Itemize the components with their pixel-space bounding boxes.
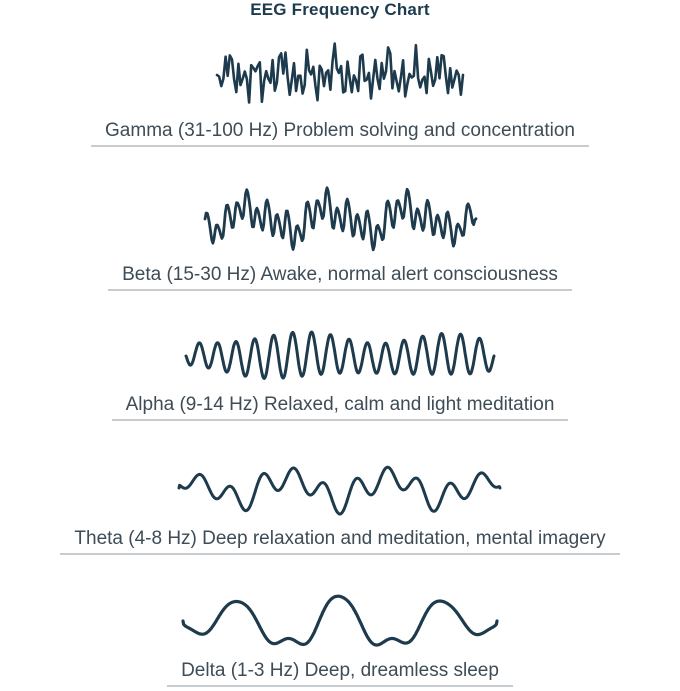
alpha-waveform — [184, 330, 496, 380]
gamma-label-underline: Gamma (31-100 Hz) Problem solving and co… — [91, 120, 589, 147]
theta-waveform — [177, 465, 502, 516]
band-beta: Beta (15-30 Hz) Awake, normal alert cons… — [108, 184, 572, 291]
page-title: EEG Frequency Chart — [250, 0, 430, 19]
delta-label-underline: Delta (1-3 Hz) Deep, dreamless sleep — [167, 660, 513, 687]
band-theta: Theta (4-8 Hz) Deep relaxation and medit… — [60, 458, 620, 555]
gamma-label: Gamma (31-100 Hz) Problem solving and co… — [105, 120, 575, 141]
band-alpha: Alpha (9-14 Hz) Relaxed, calm and light … — [111, 328, 569, 421]
gamma-waveform — [215, 42, 465, 104]
beta-label-underline: Beta (15-30 Hz) Awake, normal alert cons… — [108, 264, 572, 291]
beta-waveform — [203, 186, 477, 252]
beta-label: Beta (15-30 Hz) Awake, normal alert cons… — [122, 264, 558, 285]
delta-waveform — [181, 594, 499, 647]
band-gamma: Gamma (31-100 Hz) Problem solving and co… — [91, 40, 589, 147]
theta-label: Theta (4-8 Hz) Deep relaxation and medit… — [74, 528, 606, 549]
theta-label-underline: Theta (4-8 Hz) Deep relaxation and medit… — [60, 528, 620, 555]
band-delta: Delta (1-3 Hz) Deep, dreamless sleep — [167, 592, 513, 687]
alpha-label-underline: Alpha (9-14 Hz) Relaxed, calm and light … — [111, 394, 569, 421]
alpha-label: Alpha (9-14 Hz) Relaxed, calm and light … — [125, 394, 555, 415]
delta-label: Delta (1-3 Hz) Deep, dreamless sleep — [181, 660, 499, 681]
